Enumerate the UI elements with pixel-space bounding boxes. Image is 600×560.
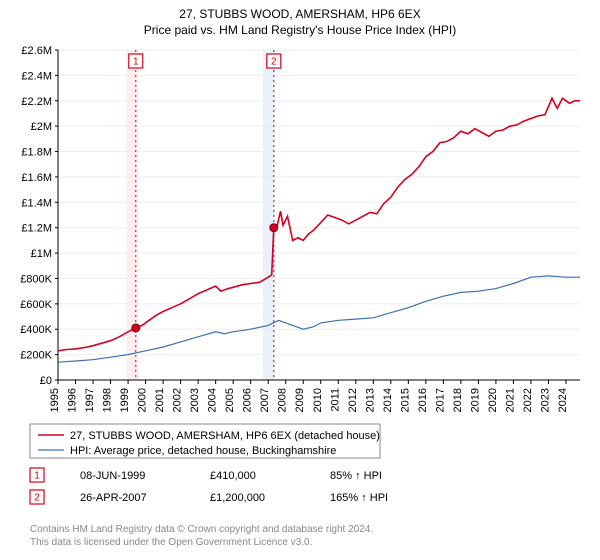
sale-price: £1,200,000: [210, 492, 265, 504]
y-tick-label: £2.2M: [21, 96, 52, 108]
sale-marker-label: 1: [133, 57, 139, 68]
chart-subtitle: Price paid vs. HM Land Registry's House …: [144, 23, 456, 37]
y-tick-label: £2M: [31, 121, 52, 133]
sale-pct: 165% ↑ HPI: [330, 492, 388, 504]
license-line: This data is licensed under the Open Gov…: [30, 537, 312, 548]
x-tick-label: 2004: [207, 388, 219, 412]
sale-date: 08-JUN-1999: [80, 470, 145, 482]
y-tick-label: £1.6M: [21, 172, 52, 184]
x-tick-label: 1998: [102, 388, 114, 412]
sale-pct: 85% ↑ HPI: [330, 470, 382, 482]
x-tick-label: 2023: [539, 388, 551, 412]
x-tick-label: 2006: [242, 388, 254, 412]
sale-point: [270, 224, 278, 232]
row-marker-label: 1: [34, 471, 40, 482]
y-tick-label: £1.8M: [21, 147, 52, 159]
y-tick-label: £2.6M: [21, 45, 52, 57]
price-chart: 27, STUBBS WOOD, AMERSHAM, HP6 6EX Price …: [0, 0, 600, 560]
x-tick-label: 1996: [67, 388, 79, 412]
legend-label: HPI: Average price, detached house, Buck…: [70, 445, 336, 457]
y-tick-label: £400K: [20, 324, 52, 336]
x-tick-label: 1997: [84, 388, 96, 412]
y-tick-label: £600K: [20, 299, 52, 311]
x-tick-label: 1999: [119, 388, 131, 412]
x-tick-label: 2010: [312, 388, 324, 412]
x-tick-label: 2000: [137, 388, 149, 412]
x-tick-label: 1995: [49, 388, 61, 412]
x-tick-label: 2021: [504, 388, 516, 412]
legend-label: 27, STUBBS WOOD, AMERSHAM, HP6 6EX (deta…: [70, 430, 380, 442]
sale-marker-label: 2: [271, 57, 277, 68]
x-tick-label: 2022: [522, 388, 534, 412]
y-tick-label: £0: [40, 375, 52, 387]
x-tick-label: 2005: [224, 388, 236, 412]
sale-price: £410,000: [210, 470, 256, 482]
x-tick-label: 2009: [294, 388, 306, 412]
x-tick-label: 2018: [452, 388, 464, 412]
y-tick-label: £2.4M: [21, 70, 52, 82]
x-tick-label: 2007: [259, 388, 271, 412]
x-tick-label: 2019: [469, 388, 481, 412]
x-tick-label: 2013: [364, 388, 376, 412]
y-tick-label: £200K: [20, 350, 52, 362]
y-tick-label: £1M: [31, 248, 52, 260]
x-tick-label: 2012: [347, 388, 359, 412]
y-tick-label: £1.2M: [21, 223, 52, 235]
x-tick-label: 2016: [417, 388, 429, 412]
x-tick-label: 2015: [399, 388, 411, 412]
x-tick-label: 2020: [487, 388, 499, 412]
license-line: Contains HM Land Registry data © Crown c…: [30, 524, 373, 535]
x-tick-label: 2001: [154, 388, 166, 412]
y-tick-label: £800K: [20, 273, 52, 285]
x-tick-label: 2011: [329, 388, 341, 412]
x-tick-label: 2003: [189, 388, 201, 412]
x-tick-label: 2014: [382, 388, 394, 412]
sale-point: [132, 324, 140, 332]
x-tick-label: 2002: [172, 388, 184, 412]
row-marker-label: 2: [34, 493, 40, 504]
chart-title: 27, STUBBS WOOD, AMERSHAM, HP6 6EX: [179, 7, 420, 21]
x-tick-label: 2024: [557, 388, 569, 412]
sale-date: 26-APR-2007: [80, 492, 147, 504]
x-tick-label: 2017: [434, 388, 446, 412]
y-tick-label: £1.4M: [21, 197, 52, 209]
x-tick-label: 2008: [277, 388, 289, 412]
